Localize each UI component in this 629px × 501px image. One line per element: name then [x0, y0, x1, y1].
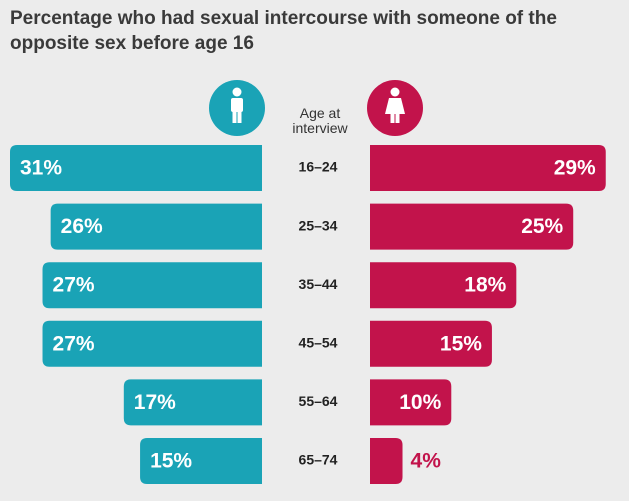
bar: [42, 320, 262, 367]
value-label: 27%: [53, 274, 95, 297]
value-label: 15%: [440, 332, 482, 355]
bar: [370, 203, 574, 250]
category-label: 65–74: [299, 452, 338, 468]
category-label: 16–24: [299, 159, 338, 175]
bar: [370, 379, 452, 426]
value-label: 17%: [134, 391, 176, 414]
bar: [370, 145, 606, 191]
value-label: 10%: [399, 391, 441, 414]
category-label: 45–54: [299, 335, 338, 351]
value-label: 27%: [53, 332, 95, 355]
bar: [370, 262, 517, 309]
female-icon: [367, 80, 423, 136]
bar: [370, 320, 492, 367]
bar: [123, 379, 262, 426]
bar: [10, 145, 262, 191]
bar: [50, 203, 263, 250]
value-label: 29%: [554, 157, 596, 180]
category-label: 35–44: [299, 276, 338, 292]
bar: [42, 262, 262, 309]
bar: [370, 438, 403, 484]
value-label: 25%: [521, 215, 563, 238]
value-label: 15%: [150, 450, 192, 473]
value-label: 18%: [464, 274, 506, 297]
value-label: 31%: [20, 157, 62, 180]
value-label: 26%: [61, 215, 103, 238]
bar: [140, 438, 262, 484]
male-icon: [209, 80, 265, 136]
chart-title: Percentage who had sexual intercourse wi…: [10, 8, 557, 54]
value-label: 4%: [411, 450, 442, 473]
axis-label: Age at interview: [292, 105, 348, 136]
category-label: 55–64: [299, 393, 338, 409]
category-label: 25–34: [299, 217, 338, 233]
